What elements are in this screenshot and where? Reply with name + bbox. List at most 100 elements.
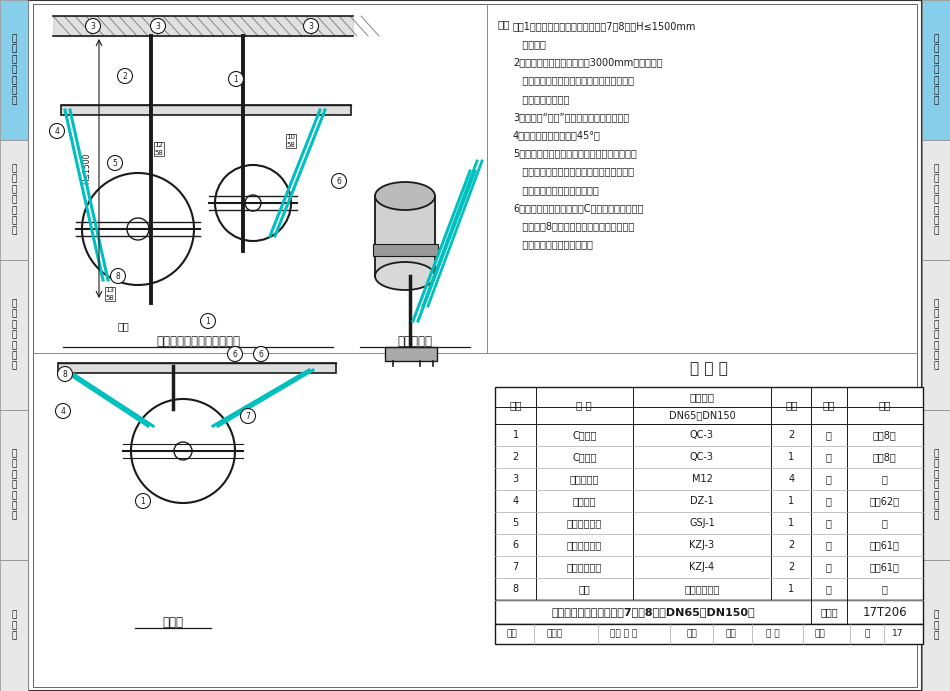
Text: 俧视图: 俧视图 xyxy=(162,616,183,630)
Text: 见第8页: 见第8页 xyxy=(873,430,897,440)
Text: 套: 套 xyxy=(826,496,832,506)
Circle shape xyxy=(245,195,261,211)
Text: 6: 6 xyxy=(258,350,263,359)
Text: 节
点
图: 节 点 图 xyxy=(933,611,939,641)
Circle shape xyxy=(55,404,70,419)
Bar xyxy=(385,347,437,361)
Bar xyxy=(495,624,923,644)
Text: 见第61页: 见第61页 xyxy=(870,540,900,550)
Text: 套: 套 xyxy=(826,584,832,594)
Circle shape xyxy=(332,173,347,189)
Text: 2: 2 xyxy=(512,452,519,462)
Text: 管
道
抗
震
支
吐
架: 管 道 抗 震 支 吐 架 xyxy=(933,35,939,106)
Text: QC-3: QC-3 xyxy=(690,430,714,440)
Bar xyxy=(922,0,950,140)
Text: 根据管径确定: 根据管径确定 xyxy=(684,584,719,594)
Text: 三维示意图: 三维示意图 xyxy=(397,334,432,348)
Text: 扩底型锁栓: 扩底型锁栓 xyxy=(570,474,599,484)
Text: －: － xyxy=(882,518,887,528)
Circle shape xyxy=(127,218,149,240)
Text: 2: 2 xyxy=(788,562,794,572)
Text: 1: 1 xyxy=(141,497,145,506)
Bar xyxy=(0,410,28,560)
Text: QC-3: QC-3 xyxy=(690,452,714,462)
Text: 1: 1 xyxy=(512,430,519,440)
Text: 套: 套 xyxy=(826,518,832,528)
Text: 6: 6 xyxy=(233,350,238,359)
Text: 审核: 审核 xyxy=(506,630,518,638)
Text: 6: 6 xyxy=(336,176,341,185)
Text: 注：1．本图适用于抗震设防烈度为7～8度，H≤1500mm: 注：1．本图适用于抗震设防烈度为7～8度，H≤1500mm xyxy=(513,21,696,31)
Text: 校对 曹 作: 校对 曹 作 xyxy=(610,630,637,638)
Circle shape xyxy=(118,68,132,84)
Text: 材 料 表: 材 料 表 xyxy=(690,361,728,377)
Circle shape xyxy=(136,493,150,509)
Circle shape xyxy=(240,408,256,424)
Text: M12: M12 xyxy=(692,474,712,484)
Text: 件的强度和刚度后方可使用。: 件的强度和刚度后方可使用。 xyxy=(513,184,598,195)
Text: 套: 套 xyxy=(826,562,832,572)
Text: 数量: 数量 xyxy=(785,401,798,410)
Text: 8: 8 xyxy=(116,272,121,281)
Text: 姚风成: 姚风成 xyxy=(547,630,563,638)
Text: 12
58: 12 58 xyxy=(155,142,163,155)
Circle shape xyxy=(107,155,123,171)
Text: 桥
架
抗
震
支
吐
架: 桥 架 抗 震 支 吐 架 xyxy=(11,299,17,370)
Text: 3: 3 xyxy=(156,21,161,30)
Circle shape xyxy=(82,173,194,285)
Text: 设计: 设计 xyxy=(725,630,735,638)
Text: C型槽鉢: C型槽鉢 xyxy=(572,452,597,462)
Text: 3: 3 xyxy=(90,21,95,30)
Text: 见第8页: 见第8页 xyxy=(873,452,897,462)
Text: KZJ-3: KZJ-3 xyxy=(690,540,714,550)
Text: 桥
架
抗
震
支
吐
架: 桥 架 抗 震 支 吐 架 xyxy=(933,299,939,370)
Text: 3．图中用“青色”表示的部分为抗震斜撑。: 3．图中用“青色”表示的部分为抗震斜撑。 xyxy=(513,112,629,122)
Text: 风
管
抗
震
支
吐
架: 风 管 抗 震 支 吐 架 xyxy=(11,164,17,236)
Text: 规格型号: 规格型号 xyxy=(690,392,714,402)
Bar xyxy=(922,260,950,410)
Text: 8: 8 xyxy=(512,584,519,594)
Text: 名 称: 名 称 xyxy=(577,401,592,410)
Text: C型槽鉢: C型槽鉢 xyxy=(572,430,597,440)
Text: 2: 2 xyxy=(788,540,794,550)
Text: 备注: 备注 xyxy=(879,401,891,410)
Text: KZJ-4: KZJ-4 xyxy=(690,562,714,572)
Bar xyxy=(495,600,923,624)
Text: 注：: 注： xyxy=(497,19,509,29)
Text: 4: 4 xyxy=(512,496,519,506)
Text: 见第61页: 见第61页 xyxy=(870,562,900,572)
Text: 套: 套 xyxy=(826,474,832,484)
Text: 编号: 编号 xyxy=(509,401,522,410)
Circle shape xyxy=(215,165,291,241)
Text: 管束: 管束 xyxy=(579,584,590,594)
Text: 抗震连接构件: 抗震连接构件 xyxy=(567,540,602,550)
Text: 不一致时，应按采用的材料校核杆件、连接: 不一致时，应按采用的材料校核杆件、连接 xyxy=(513,167,634,177)
Circle shape xyxy=(254,346,269,361)
Bar xyxy=(58,363,336,373)
Text: 综
合
抗
震
支
吐
架: 综 合 抗 震 支 吐 架 xyxy=(11,449,17,521)
Text: 1: 1 xyxy=(234,75,238,84)
Bar xyxy=(495,387,923,600)
Circle shape xyxy=(86,19,101,33)
Ellipse shape xyxy=(375,182,435,210)
Text: GSJ-1: GSJ-1 xyxy=(689,518,714,528)
Text: 特性与第8页中的技术参数不一致时，应按: 特性与第8页中的技术参数不一致时，应按 xyxy=(513,221,635,231)
Text: －: － xyxy=(882,474,887,484)
Text: 4: 4 xyxy=(788,474,794,484)
Bar xyxy=(922,560,950,691)
Text: 风
管
抗
震
支
吐
架: 风 管 抗 震 支 吐 架 xyxy=(933,164,939,236)
Text: 件: 件 xyxy=(826,452,832,462)
Text: 3: 3 xyxy=(512,474,519,484)
Text: 抗震连接构件: 抗震连接构件 xyxy=(567,562,602,572)
Text: 4: 4 xyxy=(61,406,66,415)
Text: DN65～DN150: DN65～DN150 xyxy=(669,410,735,421)
Bar xyxy=(922,140,950,260)
Bar xyxy=(0,140,28,260)
Text: 6: 6 xyxy=(512,540,519,550)
Text: 单管双向抗震支吐架图（7度及8度、DN65～DN150）: 单管双向抗震支吐架图（7度及8度、DN65～DN150） xyxy=(551,607,755,617)
Text: 3: 3 xyxy=(309,21,314,30)
Circle shape xyxy=(229,71,243,86)
Text: 4: 4 xyxy=(54,126,60,135)
Text: 5: 5 xyxy=(512,518,519,528)
Bar xyxy=(0,260,28,410)
